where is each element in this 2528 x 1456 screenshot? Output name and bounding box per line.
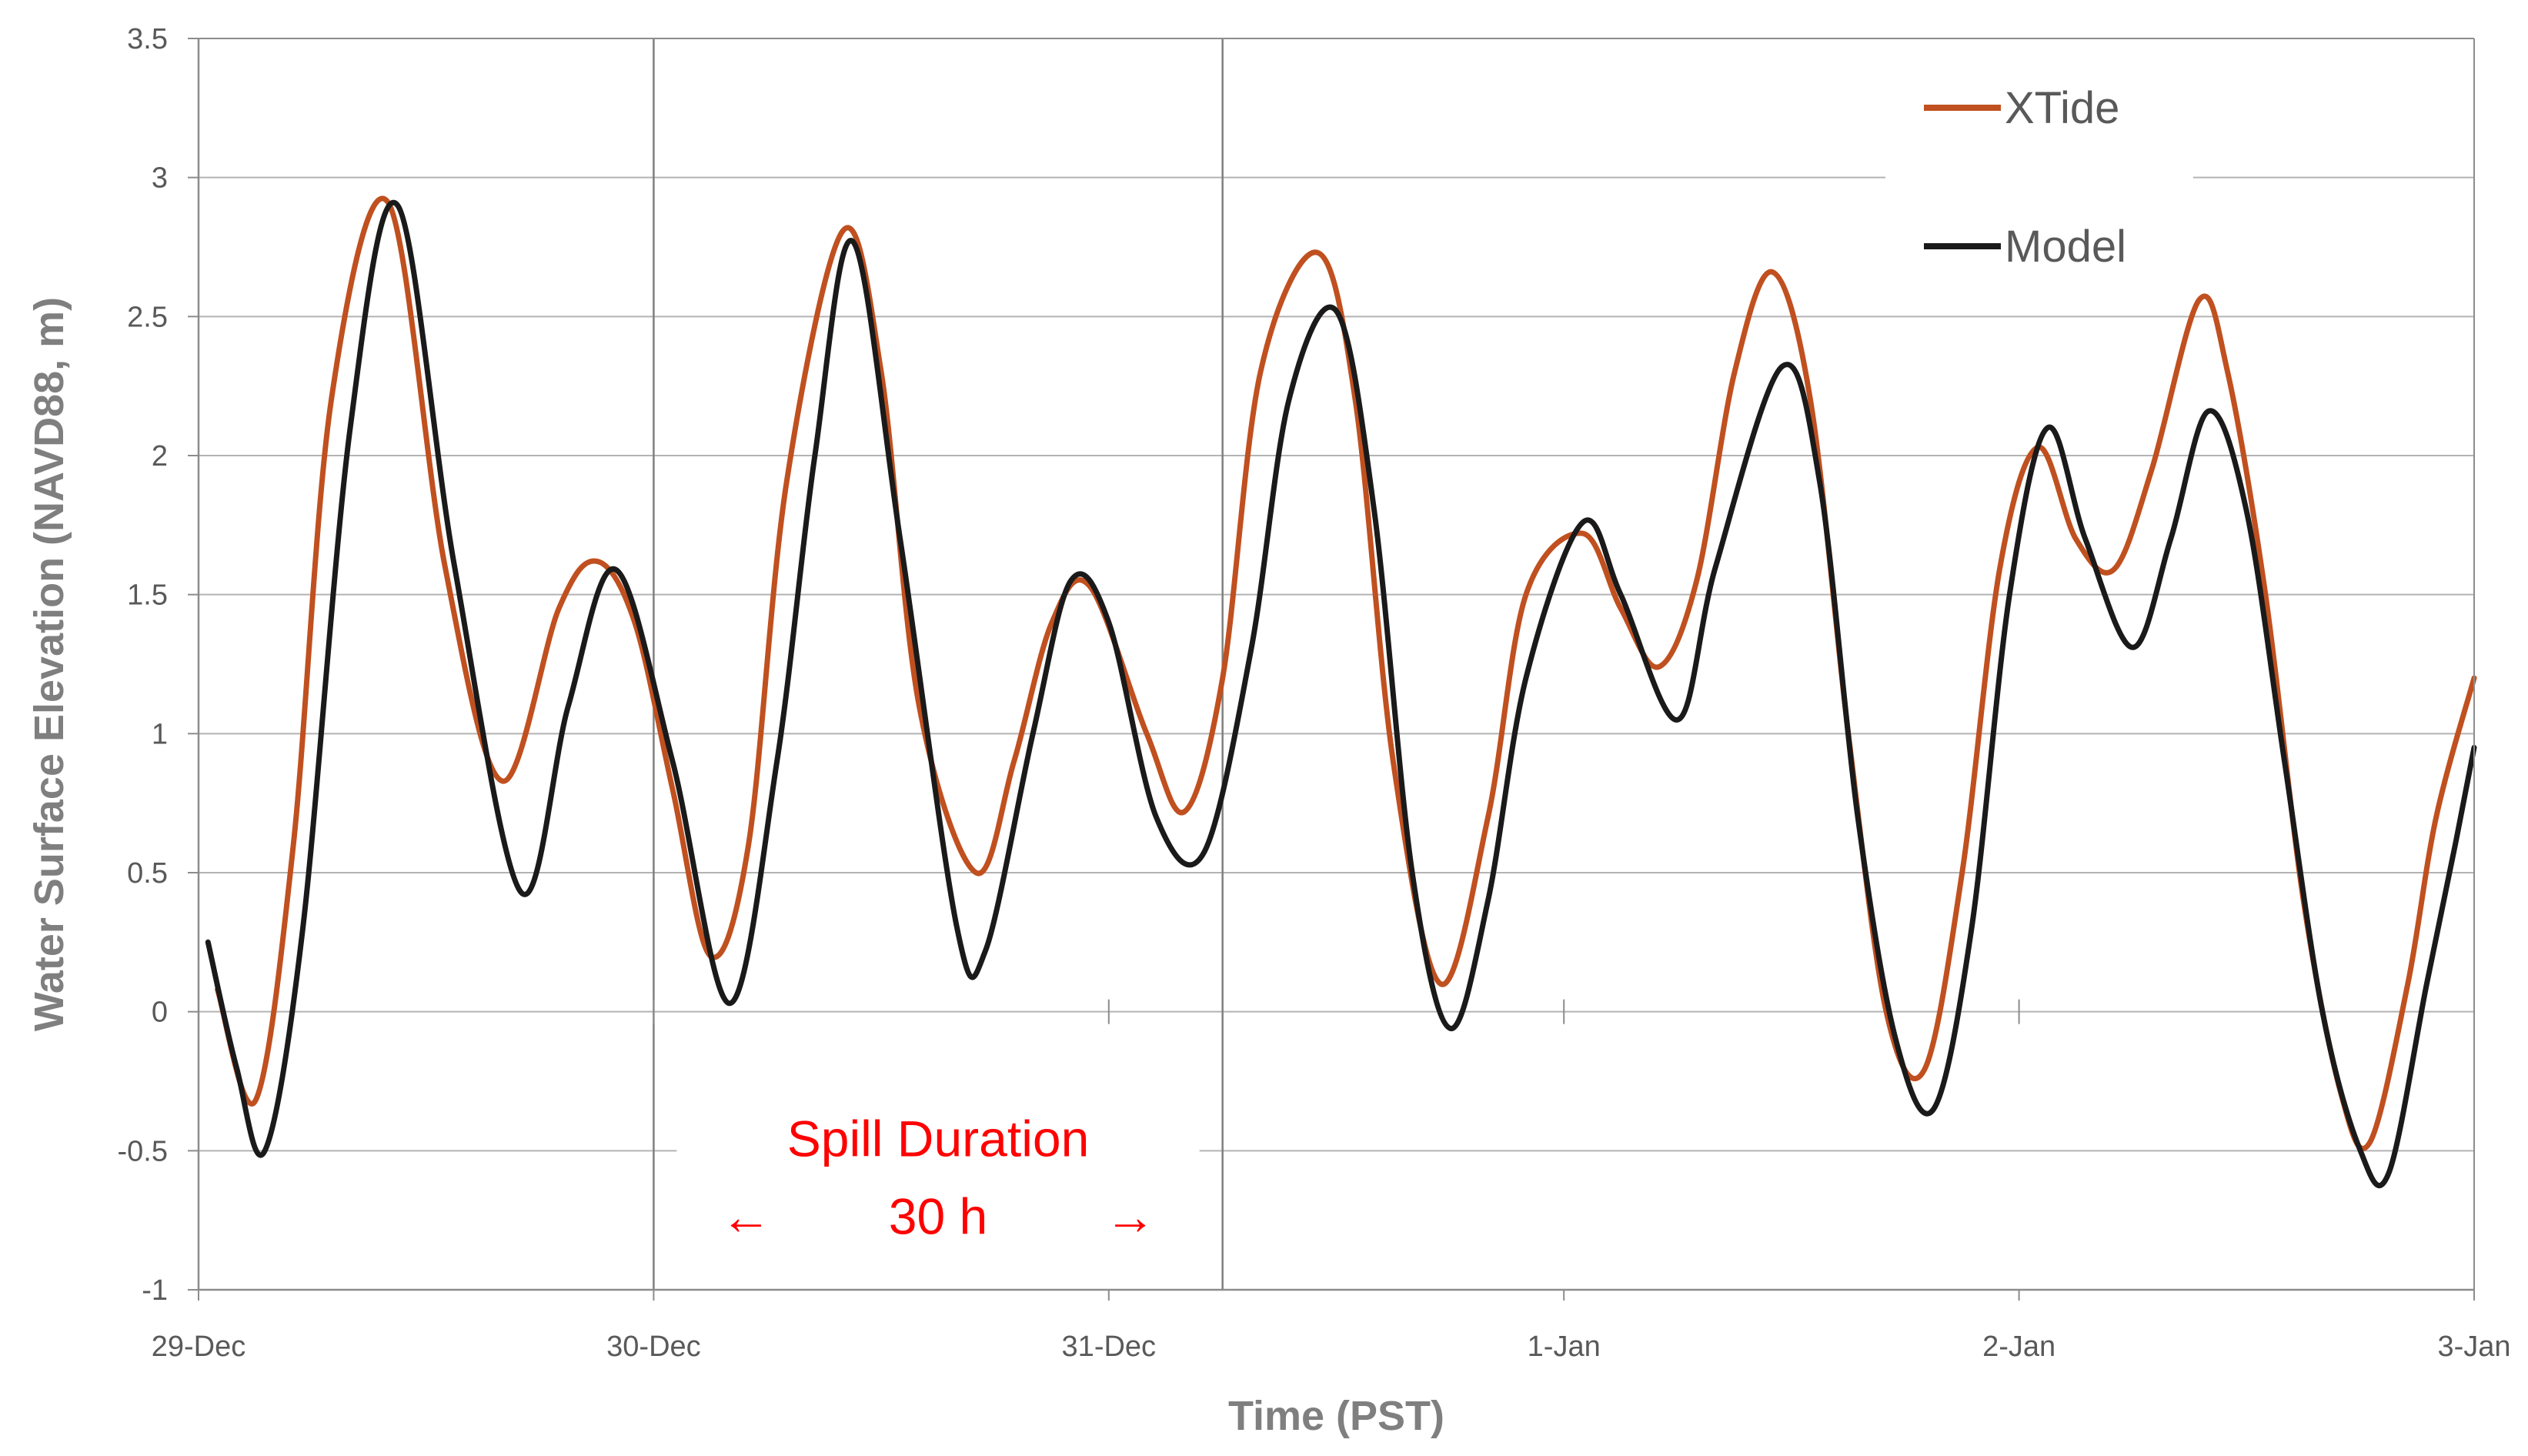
plot-frame (188, 38, 2475, 1291)
y-tick-label: 2.5 (127, 301, 168, 333)
y-tick-label: 3.5 (127, 23, 168, 55)
x-tick-label: 1-Jan (1528, 1331, 1601, 1363)
x-tick-label: 30-Dec (606, 1331, 701, 1363)
x-axis-title: Time (PST) (1228, 1393, 1444, 1439)
spill-duration-label: Spill Duration (787, 1110, 1090, 1167)
y-tick-label: 0.5 (127, 857, 168, 890)
y-tick-labels: -1 -0.5 0 0.5 1 1.5 2 2.5 3 3.5 (118, 23, 168, 1307)
x-tick-label: 29-Dec (152, 1331, 246, 1363)
legend: XTide Model (1885, 54, 2193, 292)
y-tick-label: -1 (142, 1274, 168, 1307)
y-tick-label: 1 (152, 718, 168, 750)
y-axis-title: Water Surface Elevation (NAVD88, m) (26, 297, 72, 1031)
y-tick-label: 1.5 (127, 579, 168, 612)
x-tick-label: 3-Jan (2437, 1331, 2510, 1363)
y-tick-label: 3 (152, 162, 168, 195)
x-tick-label: 31-Dec (1062, 1331, 1157, 1363)
y-tick-label: 0 (152, 997, 168, 1029)
legend-label-model: Model (2005, 222, 2126, 272)
spill-duration-annotation: Spill Duration ← 30 h → (676, 1110, 1200, 1268)
series-line-model (205, 199, 2477, 1188)
legend-label-xtide: XTide (2005, 83, 2119, 133)
x-tick-label: 2-Jan (1982, 1331, 2055, 1363)
x-tick-labels: 29-Dec 30-Dec 31-Dec 1-Jan 2-Jan 3-Jan (152, 999, 2511, 1363)
spill-boundary-lines (653, 38, 1224, 1290)
series-line-xtide (215, 195, 2477, 1151)
annotation-background (676, 1117, 1200, 1268)
legend-background (1885, 54, 2193, 292)
left-arrow-icon: ← (720, 1188, 771, 1245)
spill-duration-value: 30 h (889, 1188, 987, 1245)
y-tick-label: -0.5 (118, 1135, 168, 1167)
series-lines (205, 195, 2477, 1188)
right-arrow-icon: → (1105, 1188, 1156, 1245)
y-tick-label: 2 (152, 440, 168, 473)
grid-lines (199, 176, 2474, 1152)
